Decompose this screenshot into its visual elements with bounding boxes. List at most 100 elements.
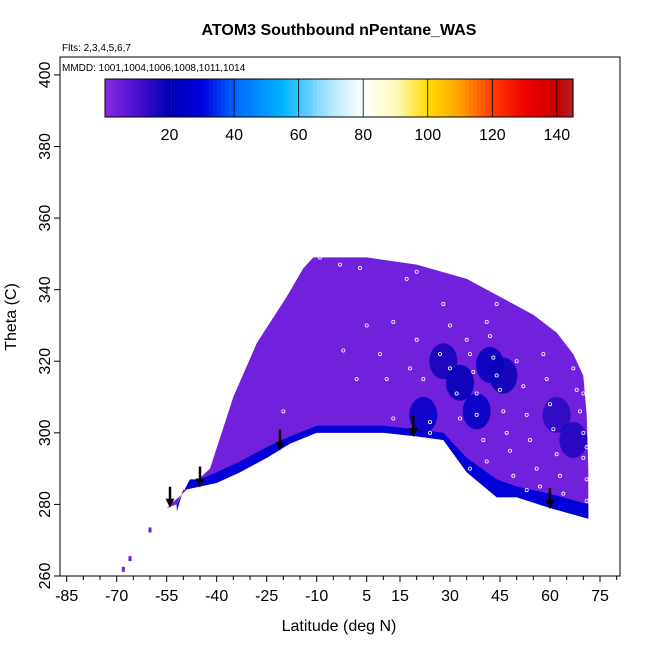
sample-point-70 xyxy=(584,445,589,450)
colorbar-cell-74 xyxy=(401,79,406,117)
colorbar-cell-52 xyxy=(313,79,318,117)
colorbar-cell-44 xyxy=(281,79,286,117)
sample-point-4 xyxy=(341,348,346,353)
sample-point-15 xyxy=(407,366,412,371)
colorbar-cell-68 xyxy=(377,79,382,117)
colorbar-cell-42 xyxy=(273,79,278,117)
stray-cell-2 xyxy=(148,527,152,533)
x-tick-label-0: -85 xyxy=(55,588,78,605)
sample-point-24 xyxy=(454,391,459,396)
colorbar-cell-57 xyxy=(333,79,338,117)
sample-point-69 xyxy=(581,391,586,396)
y-tick-label-4: 340 xyxy=(37,276,54,303)
colorbar-cell-90 xyxy=(465,79,470,117)
colorbar-cell-58 xyxy=(337,79,342,117)
sample-point-50 xyxy=(551,427,556,432)
x-tick-label-11: 75 xyxy=(591,588,609,605)
sample-point-25 xyxy=(457,416,462,421)
y-tick-label-7: 400 xyxy=(37,61,54,88)
colorbar-cell-67 xyxy=(373,79,378,117)
sample-point-0 xyxy=(281,409,286,414)
colorbar-cell-51 xyxy=(309,79,314,117)
colorbar-cell-0 xyxy=(105,79,110,117)
sample-point-36 xyxy=(497,387,502,392)
colorbar-cell-87 xyxy=(453,79,458,117)
stray-cell-0 xyxy=(121,566,125,572)
sample-point-6 xyxy=(364,323,369,328)
x-tick-label-8: 30 xyxy=(441,588,459,605)
sample-point-54 xyxy=(564,323,569,328)
x-tick-label-10: 60 xyxy=(541,588,559,605)
sample-point-29 xyxy=(474,391,479,396)
colorbar-cell-22 xyxy=(193,79,198,117)
colorbar-cell-72 xyxy=(393,79,398,117)
colorbar-cell-29 xyxy=(221,79,226,117)
colorbar-cell-45 xyxy=(285,79,290,117)
colorbar-cell-40 xyxy=(265,79,270,117)
sample-point-12 xyxy=(414,269,419,274)
colorbar-cell-94 xyxy=(481,79,486,117)
tropopause-arrow-4 xyxy=(545,487,555,509)
sample-point-38 xyxy=(504,430,509,435)
colorbar-cell-76 xyxy=(409,79,414,117)
colorbar-tick-label-3: 80 xyxy=(354,127,372,144)
colorbar-cell-81 xyxy=(429,79,434,117)
colorbar-cell-99 xyxy=(501,79,506,117)
colorbar-cell-43 xyxy=(277,79,282,117)
sample-point-8 xyxy=(377,352,382,357)
x-tick-label-7: 15 xyxy=(391,588,409,605)
colorbar-cell-41 xyxy=(269,79,274,117)
colorbar-cell-54 xyxy=(321,79,326,117)
sample-point-13 xyxy=(391,319,396,324)
colorbar-cell-21 xyxy=(189,79,194,117)
concentration-field xyxy=(166,257,589,519)
colorbar-cell-33 xyxy=(237,79,242,117)
colorbar-tick-label-0: 20 xyxy=(161,127,179,144)
colorbar-cell-91 xyxy=(469,79,474,117)
colorbar-cell-63 xyxy=(357,79,362,117)
colorbar-cell-53 xyxy=(317,79,322,117)
y-tick-label-0: 260 xyxy=(37,563,54,590)
sample-point-37 xyxy=(501,409,506,414)
colorbar-cell-113 xyxy=(557,79,562,117)
colorbar-tick-label-6: 140 xyxy=(544,127,571,144)
sample-point-47 xyxy=(541,352,546,357)
sample-point-9 xyxy=(384,377,389,382)
sample-point-1 xyxy=(317,255,322,260)
colorbar-cell-2 xyxy=(113,79,118,117)
sample-point-3 xyxy=(357,266,362,271)
colorbar-cell-108 xyxy=(537,79,542,117)
sample-point-55 xyxy=(568,341,573,346)
colorbar-cell-84 xyxy=(441,79,446,117)
colorbar-cell-92 xyxy=(473,79,478,117)
sample-point-52 xyxy=(558,473,563,478)
colorbar-cell-12 xyxy=(153,79,158,117)
sample-point-35 xyxy=(494,373,499,378)
y-tick-label-3: 320 xyxy=(37,348,54,375)
colorbar-cell-28 xyxy=(217,79,222,117)
sample-point-48 xyxy=(544,377,549,382)
sample-point-17 xyxy=(427,420,432,425)
y-tick-label-5: 360 xyxy=(37,205,54,232)
colorbar-cell-96 xyxy=(489,79,494,117)
colorbar-cell-79 xyxy=(421,79,426,117)
sample-point-71 xyxy=(484,319,489,324)
colorbar-cell-66 xyxy=(369,79,374,117)
sample-point-2 xyxy=(337,262,342,267)
chart-title: ATOM3 Southbound nPentane_WAS xyxy=(202,22,477,39)
sample-point-60 xyxy=(581,455,586,460)
colorbar-cell-1 xyxy=(109,79,114,117)
colorbar-cell-4 xyxy=(121,79,126,117)
sample-point-31 xyxy=(481,437,486,442)
colorbar-cell-46 xyxy=(289,79,294,117)
colorbar-cell-6 xyxy=(129,79,134,117)
stray-cell-1 xyxy=(128,556,132,562)
colorbar-cell-23 xyxy=(197,79,202,117)
colorbar-cell-98 xyxy=(497,79,502,117)
sample-point-58 xyxy=(578,409,583,414)
sample-point-21 xyxy=(447,323,452,328)
colorbar-cell-89 xyxy=(461,79,466,117)
colorbar-cell-112 xyxy=(553,79,558,117)
colorbar-cell-37 xyxy=(253,79,258,117)
